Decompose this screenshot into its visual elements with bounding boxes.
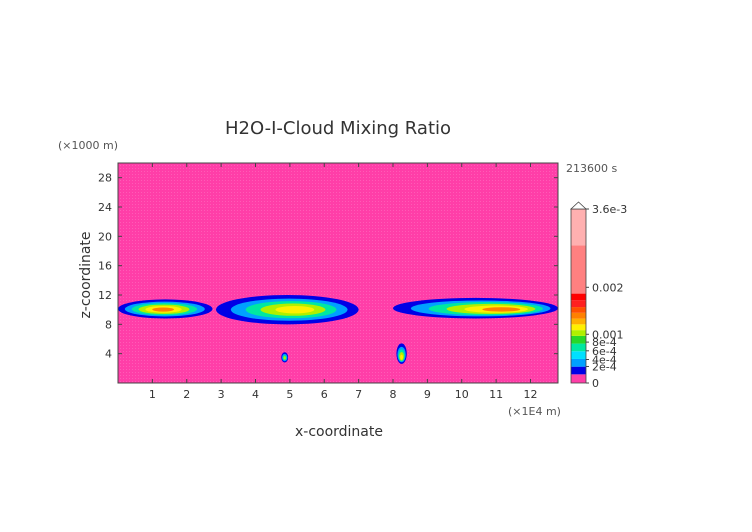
x-tick-label: 3	[218, 388, 225, 401]
cloud-feature-4-level-4	[400, 354, 403, 360]
x-tick-label: 5	[286, 388, 293, 401]
colorbar-segment	[571, 374, 586, 383]
colorbar-segment	[571, 245, 586, 294]
x-tick-label: 10	[455, 388, 469, 401]
y-tick-label: 12	[98, 289, 112, 302]
colorbar-segment	[571, 343, 586, 352]
colorbar-extend-arrow	[569, 201, 588, 210]
x-tick-label: 4	[252, 388, 259, 401]
colorbar-segment	[571, 358, 586, 367]
colorbar-segment	[571, 330, 586, 336]
x-tick-label: 1	[149, 388, 156, 401]
y-tick-label: 28	[98, 172, 112, 185]
x-tick-label: 12	[524, 388, 538, 401]
colorbar-segment	[571, 312, 586, 319]
y-tick-label: 8	[105, 318, 112, 331]
y-tick-label: 16	[98, 260, 112, 273]
colorbar-segment	[571, 318, 586, 325]
x-tick-label: 6	[321, 388, 328, 401]
colorbar-label: 8e-4	[592, 336, 617, 349]
x-axis-label: x-coordinate	[295, 424, 383, 440]
colorbar-segment	[571, 351, 586, 359]
y-unit-label: (×1000 m)	[58, 139, 118, 152]
colorbar-segment	[571, 307, 586, 313]
colorbar-label: 4e-4	[592, 354, 617, 367]
colorbar-segment	[571, 209, 586, 246]
y-tick-labels: 4 8 12 16 20 24 28	[98, 172, 558, 361]
x-tick-label: 9	[424, 388, 431, 401]
plot-area	[117, 162, 559, 384]
colorbar-segment	[571, 324, 586, 331]
x-tick-labels: 1 2 3 4 5 6 7 8 9 10 11 12	[149, 163, 538, 401]
colorbar-segment	[571, 300, 586, 308]
colorbar-label: 0.002	[592, 281, 624, 294]
x-tick-label: 11	[489, 388, 503, 401]
colorbar-label: 3.6e-3	[592, 203, 627, 216]
heatmap-background	[118, 163, 558, 383]
time-label: 213600 s	[566, 162, 617, 175]
x-tick-label: 2	[183, 388, 190, 401]
y-tick-label: 20	[98, 230, 112, 243]
colorbar-label: 2e-4	[592, 360, 617, 373]
y-axis-label: z-coordinate	[78, 231, 94, 318]
y-tick-label: 24	[98, 201, 112, 214]
cloud-feature-0-level-5	[152, 307, 175, 312]
chart-title: H2O-I-Cloud Mixing Ratio	[225, 118, 451, 139]
x-tick-label: 8	[390, 388, 397, 401]
colorbar-label: 0	[592, 377, 599, 390]
x-unit-label: (×1E4 m)	[508, 405, 561, 418]
plot-frame	[117, 162, 559, 384]
y-tick-label: 4	[105, 348, 112, 361]
colorbar-segment	[571, 335, 586, 344]
colorbar-segment	[571, 366, 586, 375]
colorbar-label: 0.001	[592, 328, 624, 341]
cloud-feature-1-level-4	[275, 305, 315, 314]
cloud-feature-2-level-5	[482, 307, 521, 312]
cloud-feature-3-level-3	[283, 356, 286, 360]
colorbar-segment	[571, 293, 586, 301]
colorbar-label: 6e-4	[592, 345, 617, 358]
x-tick-label: 7	[355, 388, 362, 401]
